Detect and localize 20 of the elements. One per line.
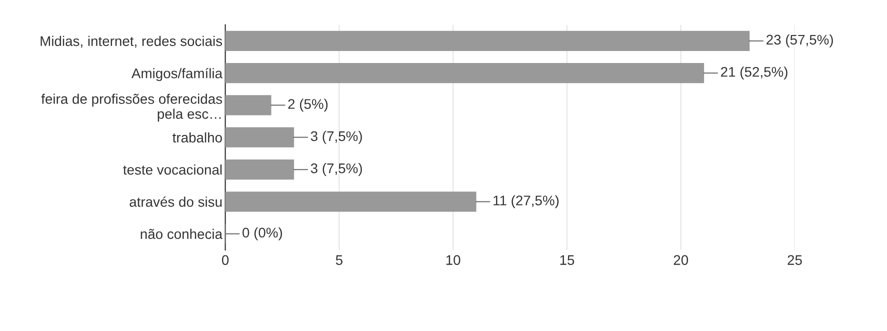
- x-tick-label: 5: [336, 255, 342, 265]
- y-tick-label: Amigos/família: [131, 68, 223, 82]
- y-tick-label: não conhecia: [140, 228, 223, 239]
- y-tick-label: teste vocacional: [123, 164, 222, 175]
- x-tick-label: 20: [674, 255, 688, 265]
- x-tick-label: 25: [788, 255, 802, 265]
- data-label: 0 (0%): [242, 227, 282, 240]
- x-tick-label: 15: [560, 255, 574, 265]
- data-label: 21 (52,5%): [721, 66, 788, 80]
- x-tick-label: 0: [222, 255, 229, 265]
- data-label: 3 (7,5%): [310, 130, 362, 144]
- y-tick-label: através do sisu: [130, 196, 222, 207]
- data-label: 23 (57,5%): [766, 34, 833, 48]
- data-label: 11 (27,5%): [494, 195, 559, 208]
- y-tick-label: feira de profissões oferecidas pela esc…: [41, 94, 222, 122]
- data-label: 3 (7,5%): [310, 163, 362, 176]
- y-tick-label: trabalho: [172, 132, 222, 143]
- data-label: 2 (5%): [288, 98, 328, 112]
- y-tick-label: Midias, internet, redes sociais: [40, 36, 222, 48]
- x-tick-label: 10: [446, 255, 460, 265]
